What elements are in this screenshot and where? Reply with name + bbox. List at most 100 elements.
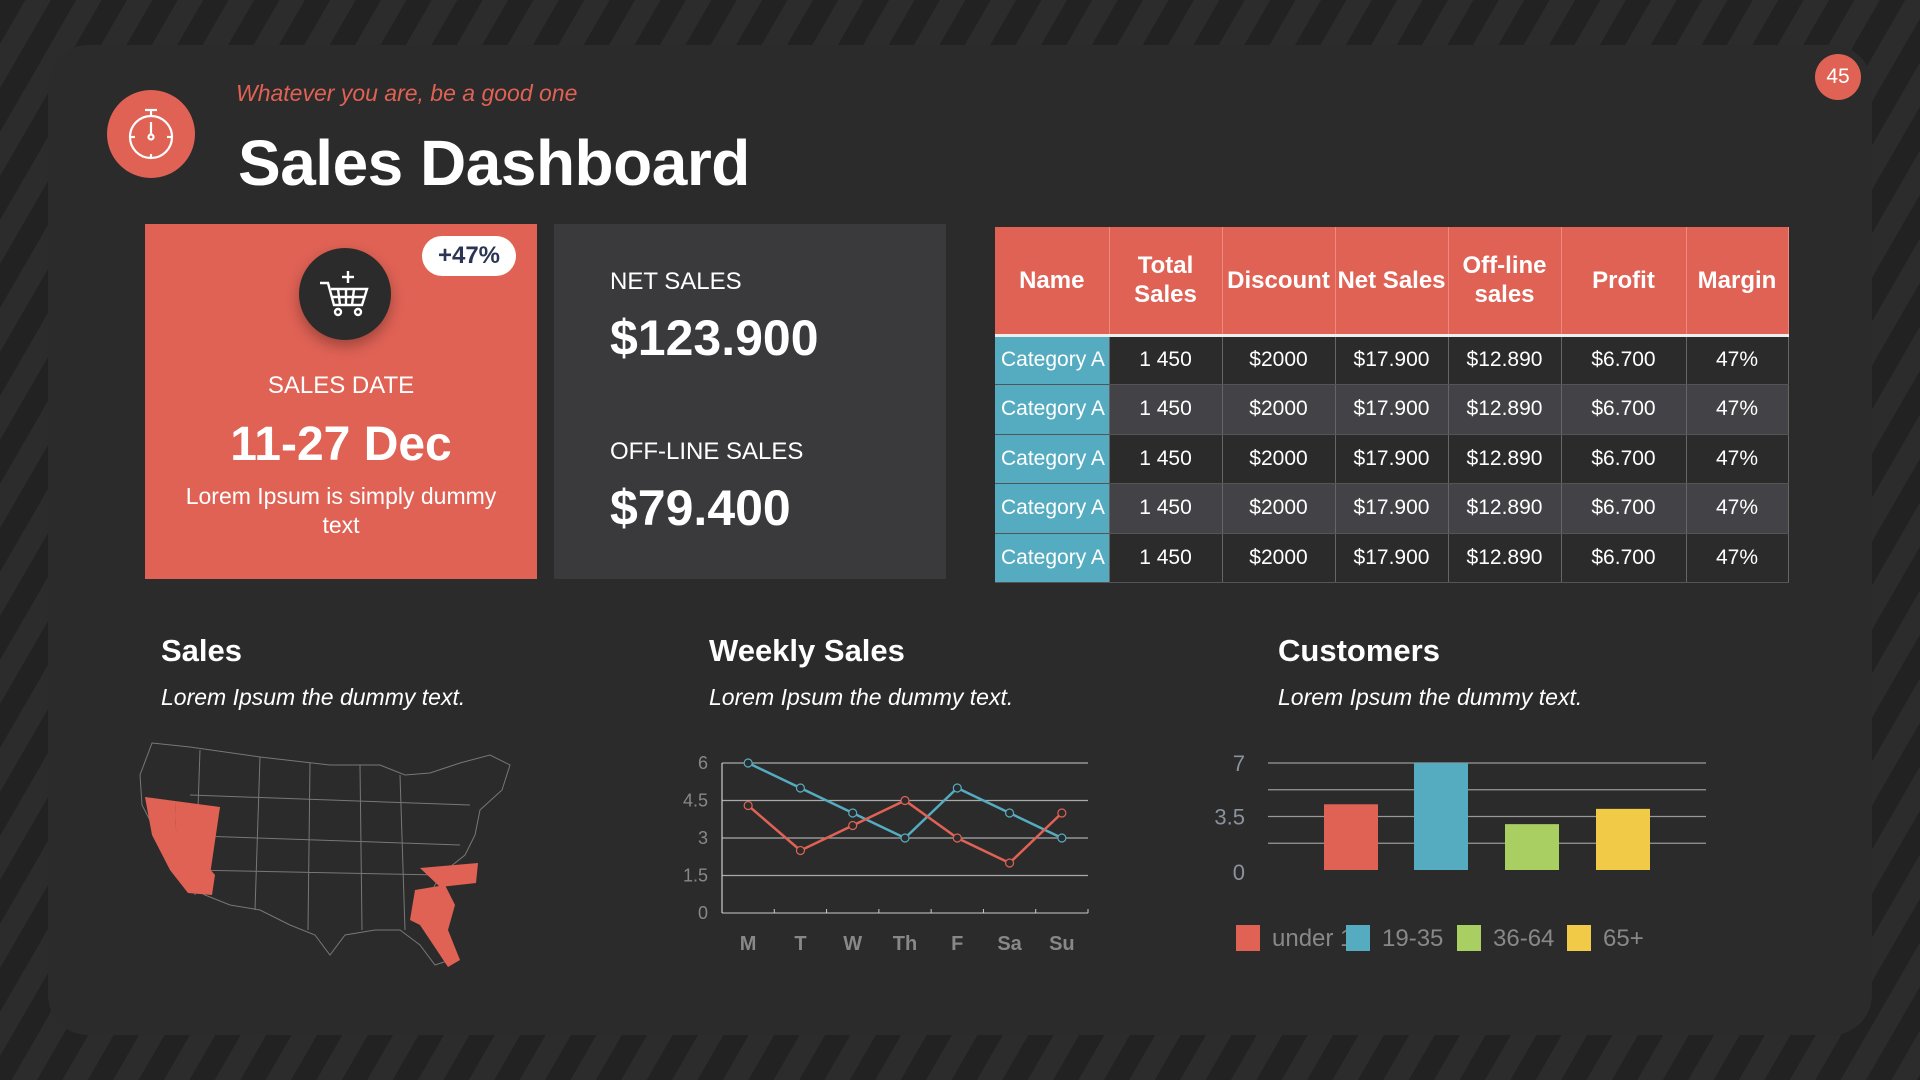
x-tick-label: F xyxy=(951,933,963,955)
table-cell: $17.900 xyxy=(1335,384,1449,435)
data-point xyxy=(952,783,962,793)
x-tick-label: M xyxy=(740,933,757,955)
net-sales-value: $123.900 xyxy=(610,310,819,366)
sales-date-value: 11-27 Dec xyxy=(230,418,452,471)
x-tick-label: Th xyxy=(893,933,917,955)
table-cell: $17.900 xyxy=(1335,335,1449,385)
table-cell: 47% xyxy=(1686,434,1789,484)
column-header: Total Sales xyxy=(1109,227,1223,337)
offline-sales-value: $79.400 xyxy=(610,480,791,536)
data-point xyxy=(743,800,753,811)
data-point xyxy=(952,833,962,843)
sales-section-subtitle: Lorem Ipsum the dummy text. xyxy=(161,684,466,710)
page-number: 45 xyxy=(1815,54,1861,100)
data-point xyxy=(1057,808,1067,818)
table-cell: $12.890 xyxy=(1448,384,1562,435)
usa-map xyxy=(139,742,511,967)
table-cell: $2000 xyxy=(1222,533,1336,583)
map-state-georgia-florida xyxy=(410,885,460,967)
sales-table: Name Total Sales Discount Net Sales Off-line… xyxy=(995,227,1789,583)
row-name-cell: Category A xyxy=(995,483,1110,534)
customers-section-title: Customers xyxy=(1278,633,1440,668)
table-cell: 1 450 xyxy=(1109,483,1223,534)
table-cell: $17.900 xyxy=(1335,483,1449,534)
table-cell: $2000 xyxy=(1222,335,1336,385)
table-cell: $12.890 xyxy=(1448,335,1562,385)
map-state-north-carolina xyxy=(420,863,478,887)
row-name-cell: Category A xyxy=(995,335,1110,385)
data-point xyxy=(795,845,806,856)
table-cell: 47% xyxy=(1686,533,1789,583)
x-tick-label: Su xyxy=(1049,933,1075,955)
map-state-california xyxy=(145,797,215,895)
table-cell: $17.900 xyxy=(1335,434,1449,484)
table-cell: 47% xyxy=(1686,483,1789,534)
x-tick-label: T xyxy=(794,933,806,955)
table-cell: 1 450 xyxy=(1109,533,1223,583)
row-name-cell: Category A xyxy=(995,533,1110,583)
table-cell: $6.700 xyxy=(1561,434,1687,484)
column-header: Net Sales xyxy=(1335,227,1449,337)
customers-section-subtitle: Lorem Ipsum the dummy text. xyxy=(1278,684,1583,710)
y-tick-label: 1.5 xyxy=(683,866,708,886)
sales-date-label: SALES DATE xyxy=(267,372,415,399)
legend-swatch xyxy=(1567,925,1591,951)
bar xyxy=(1414,763,1468,870)
sales-date-description: Lorem Ipsum is simply dummy text xyxy=(185,483,497,538)
data-point xyxy=(848,820,858,831)
row-name-cell: Category A xyxy=(995,434,1110,484)
y-tick-label: 6 xyxy=(698,753,708,773)
weekly-section-title: Weekly Sales xyxy=(709,633,905,668)
legend-swatch xyxy=(1236,925,1260,951)
table-cell: $2000 xyxy=(1222,483,1336,534)
table-cell: $2000 xyxy=(1222,384,1336,435)
sales-date-card: +47% SALES DATE 11-27 Dec Lorem Ipsum is… xyxy=(145,224,537,579)
x-tick-label: Sa xyxy=(997,933,1022,955)
data-point xyxy=(900,795,910,806)
y-tick-label: 0 xyxy=(1233,860,1245,885)
data-point xyxy=(900,833,910,843)
data-point xyxy=(795,783,806,793)
table-cell: $12.890 xyxy=(1448,533,1562,583)
map-state-nevada xyxy=(175,801,220,875)
legend-swatch xyxy=(1346,925,1370,951)
totals-card: NET SALES $123.900 OFF-LINE SALES $79.40… xyxy=(554,224,946,579)
table-cell: 47% xyxy=(1686,384,1789,435)
table-cell: 1 450 xyxy=(1109,384,1223,435)
stopwatch-icon xyxy=(107,90,195,178)
y-tick-label: 4.5 xyxy=(683,791,708,811)
legend-swatch xyxy=(1457,925,1481,951)
data-point xyxy=(1004,808,1015,818)
column-header: Off-line sales xyxy=(1448,227,1562,337)
table-cell: $6.700 xyxy=(1561,483,1687,534)
table-cell: $12.890 xyxy=(1448,483,1562,534)
table-cell: 1 450 xyxy=(1109,335,1223,385)
series-line-1 xyxy=(747,799,1063,865)
map-highlighted-states xyxy=(145,797,478,967)
tagline: Whatever you are, be a good one xyxy=(236,80,578,106)
legend-label: 65+ xyxy=(1603,925,1644,952)
bar xyxy=(1505,824,1559,870)
table-cell: $6.700 xyxy=(1561,533,1687,583)
y-tick-label: 0 xyxy=(698,903,708,923)
table-cell: 1 450 xyxy=(1109,434,1223,484)
y-tick-label: 3.5 xyxy=(1214,805,1245,830)
column-header: Margin xyxy=(1686,227,1789,337)
data-point xyxy=(1004,858,1015,868)
data-point xyxy=(743,758,753,768)
data-point xyxy=(1057,833,1067,843)
table-cell: $2000 xyxy=(1222,434,1336,484)
column-header: Name xyxy=(995,227,1110,337)
y-tick-label: 3 xyxy=(698,828,708,848)
cart-icon xyxy=(299,248,391,340)
sales-section-title: Sales xyxy=(161,633,243,668)
table-cell: $17.900 xyxy=(1335,533,1449,583)
table-cell: 47% xyxy=(1686,335,1789,385)
row-name-cell: Category A xyxy=(995,384,1110,435)
